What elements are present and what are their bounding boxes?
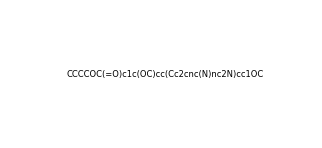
Text: CCCCOC(=O)c1c(OC)cc(Cc2cnc(N)nc2N)cc1OC: CCCCOC(=O)c1c(OC)cc(Cc2cnc(N)nc2N)cc1OC [66, 70, 264, 79]
